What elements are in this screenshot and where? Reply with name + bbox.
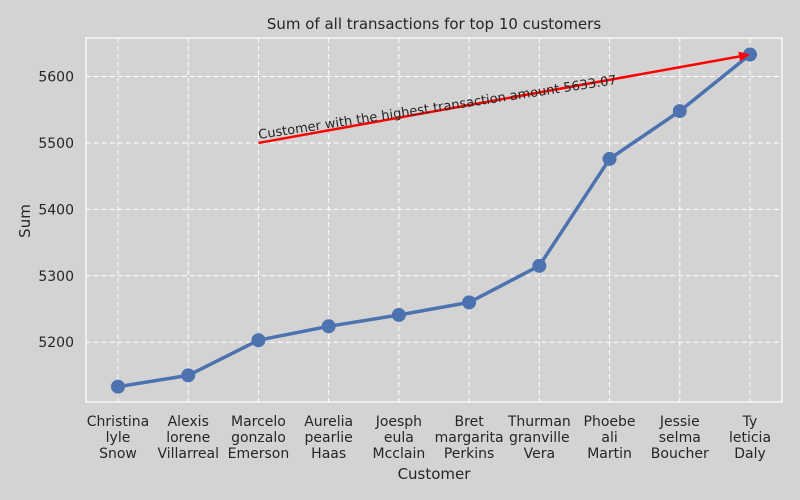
x-tick-label-line: leticia: [729, 430, 771, 446]
x-tick-label-line: granville: [509, 430, 570, 446]
x-tick-label-line: gonzalo: [231, 430, 286, 446]
x-tick-label-line: Haas: [311, 446, 346, 462]
x-tick-label-line: Thurman: [507, 414, 571, 430]
x-tick-label: Jessie selma Boucher: [651, 414, 709, 462]
data-point: [251, 333, 266, 348]
x-tick-label-line: pearlie: [305, 430, 353, 446]
x-tick-label-line: Marcelo: [231, 414, 286, 430]
data-point: [602, 151, 617, 166]
x-tick-label: Bret margarita Perkins: [435, 414, 504, 462]
x-tick-label-line: Aurelia: [304, 414, 353, 430]
y-tick-label: 5200: [38, 335, 74, 351]
data-point: [181, 368, 196, 383]
x-tick-label-line: Jessie: [659, 414, 700, 430]
y-axis-label: Sum: [16, 204, 34, 238]
y-tick-label: 5400: [38, 202, 74, 218]
x-tick-label-line: eula: [384, 430, 414, 446]
x-tick-label: Alexis lorene Villarreal: [157, 414, 219, 462]
x-tick-label-line: margarita: [435, 430, 504, 446]
plot-frame: [85, 37, 783, 403]
series-line: [116, 52, 752, 389]
x-tick-label-line: Villarreal: [157, 446, 219, 462]
x-tick-label: Aurelia pearlie Haas: [304, 414, 353, 462]
x-tick-label-line: Daly: [734, 446, 766, 462]
x-tick-label: Ty leticia Daly: [729, 414, 771, 462]
y-tick-label: 5500: [38, 136, 74, 152]
x-tick-label-line: Emerson: [228, 446, 290, 462]
chart-title: Sum of all transactions for top 10 custo…: [267, 15, 601, 33]
x-tick-label: Joesph eula Mcclain: [373, 414, 426, 462]
x-tick-label-line: Bret: [455, 414, 485, 430]
data-point: [672, 104, 687, 119]
x-tick-label-line: Perkins: [444, 446, 494, 462]
data-point: [462, 295, 477, 310]
x-tick-label-line: Christina: [87, 414, 149, 430]
x-tick-label-line: Mcclain: [373, 446, 426, 462]
x-tick-label: Marcelo gonzalo Emerson: [228, 414, 290, 462]
x-tick-label: Phoebe ali Martin: [584, 414, 636, 462]
x-tick-label-line: Alexis: [168, 414, 209, 430]
x-tick-label-line: Ty: [742, 414, 758, 430]
x-tick-label-line: Snow: [99, 446, 137, 462]
grid-lines: [86, 38, 782, 402]
data-point: [532, 258, 547, 273]
y-axis-ticks: 5200 5300 5400 5500 5600: [38, 70, 74, 352]
y-tick-label: 5300: [38, 269, 74, 285]
x-tick-label: Thurman granville Vera: [507, 414, 571, 462]
series-group: [111, 47, 757, 394]
x-tick-label-line: Boucher: [651, 446, 709, 462]
x-tick-label-line: lyle: [106, 430, 131, 446]
x-tick-label-line: ali: [601, 430, 617, 446]
x-tick-label-line: selma: [659, 430, 701, 446]
annotation-arrow-line: [258, 55, 740, 145]
x-tick-label-line: Vera: [524, 446, 555, 462]
x-axis-label: Customer: [398, 465, 472, 483]
x-tick-label-line: Phoebe: [584, 414, 636, 430]
data-point: [391, 307, 406, 322]
x-tick-label-line: Joesph: [375, 414, 422, 430]
annotation-arrowhead: [738, 51, 750, 62]
x-tick-label-line: Martin: [587, 446, 632, 462]
y-tick-label: 5600: [38, 70, 74, 86]
x-tick-label: Christina lyle Snow: [87, 414, 149, 462]
plot-border: [85, 37, 783, 403]
data-point: [321, 319, 336, 334]
data-point: [111, 379, 125, 394]
x-tick-label-line: lorene: [166, 430, 210, 446]
